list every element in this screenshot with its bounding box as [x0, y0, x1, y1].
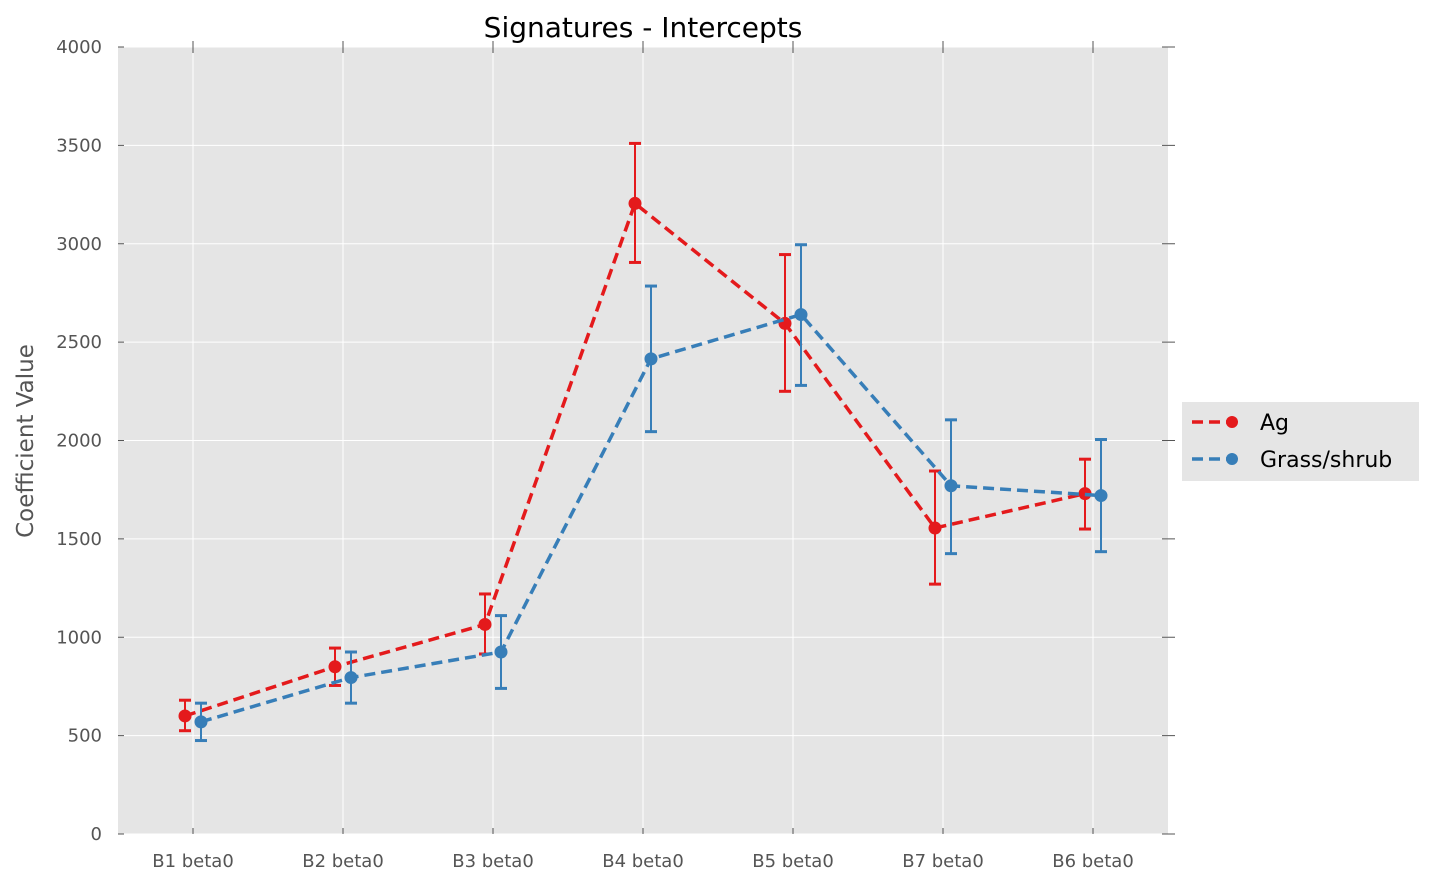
y-tick-label: 0 [91, 824, 102, 845]
y-tick-label: 500 [68, 726, 102, 747]
data-point [194, 715, 208, 729]
y-tick-label: 2500 [56, 332, 102, 353]
y-axis-label: Coefficient Value [13, 344, 39, 538]
legend-marker [1226, 416, 1238, 428]
y-tick-label: 2000 [56, 431, 102, 452]
legend-label: Grass/shrub [1260, 448, 1392, 473]
chart-title: Signatures - Intercepts [484, 11, 803, 44]
x-tick-label: B6 beta0 [1052, 851, 1134, 872]
data-point [178, 709, 192, 723]
legend-marker [1226, 453, 1238, 465]
data-point [494, 645, 508, 659]
data-point [944, 479, 958, 493]
x-tick-label: B1 beta0 [152, 851, 234, 872]
data-point [344, 671, 358, 685]
series-layer [178, 141, 1108, 743]
legend-box [1182, 402, 1419, 481]
y-tick-label: 1000 [56, 627, 102, 648]
series-1 [178, 141, 1092, 733]
y-tick-label: 1500 [56, 529, 102, 550]
y-tick-label: 3500 [56, 135, 102, 156]
x-tick-label: B2 beta0 [302, 851, 384, 872]
legend-label: Ag [1260, 411, 1289, 436]
data-point [928, 521, 942, 535]
data-point [328, 660, 342, 674]
ticks: 0 500 1000 1500 2000 2500 3000 3500 4000 B1 beta0… [56, 37, 1175, 872]
data-point [644, 352, 658, 366]
legend: Ag Grass/shrub [1182, 402, 1419, 481]
y-tick-label: 4000 [56, 37, 102, 58]
data-point [628, 196, 642, 210]
x-tick-label: B3 beta0 [452, 851, 534, 872]
grid [118, 46, 1168, 835]
data-point [794, 308, 808, 322]
x-tick-label: B7 beta0 [902, 851, 984, 872]
data-point [478, 617, 492, 631]
data-point [1094, 489, 1108, 503]
x-tick-label: B5 beta0 [752, 851, 834, 872]
series-2 [194, 243, 1108, 743]
x-tick-label: B4 beta0 [602, 851, 684, 872]
y-tick-label: 3000 [56, 234, 102, 255]
